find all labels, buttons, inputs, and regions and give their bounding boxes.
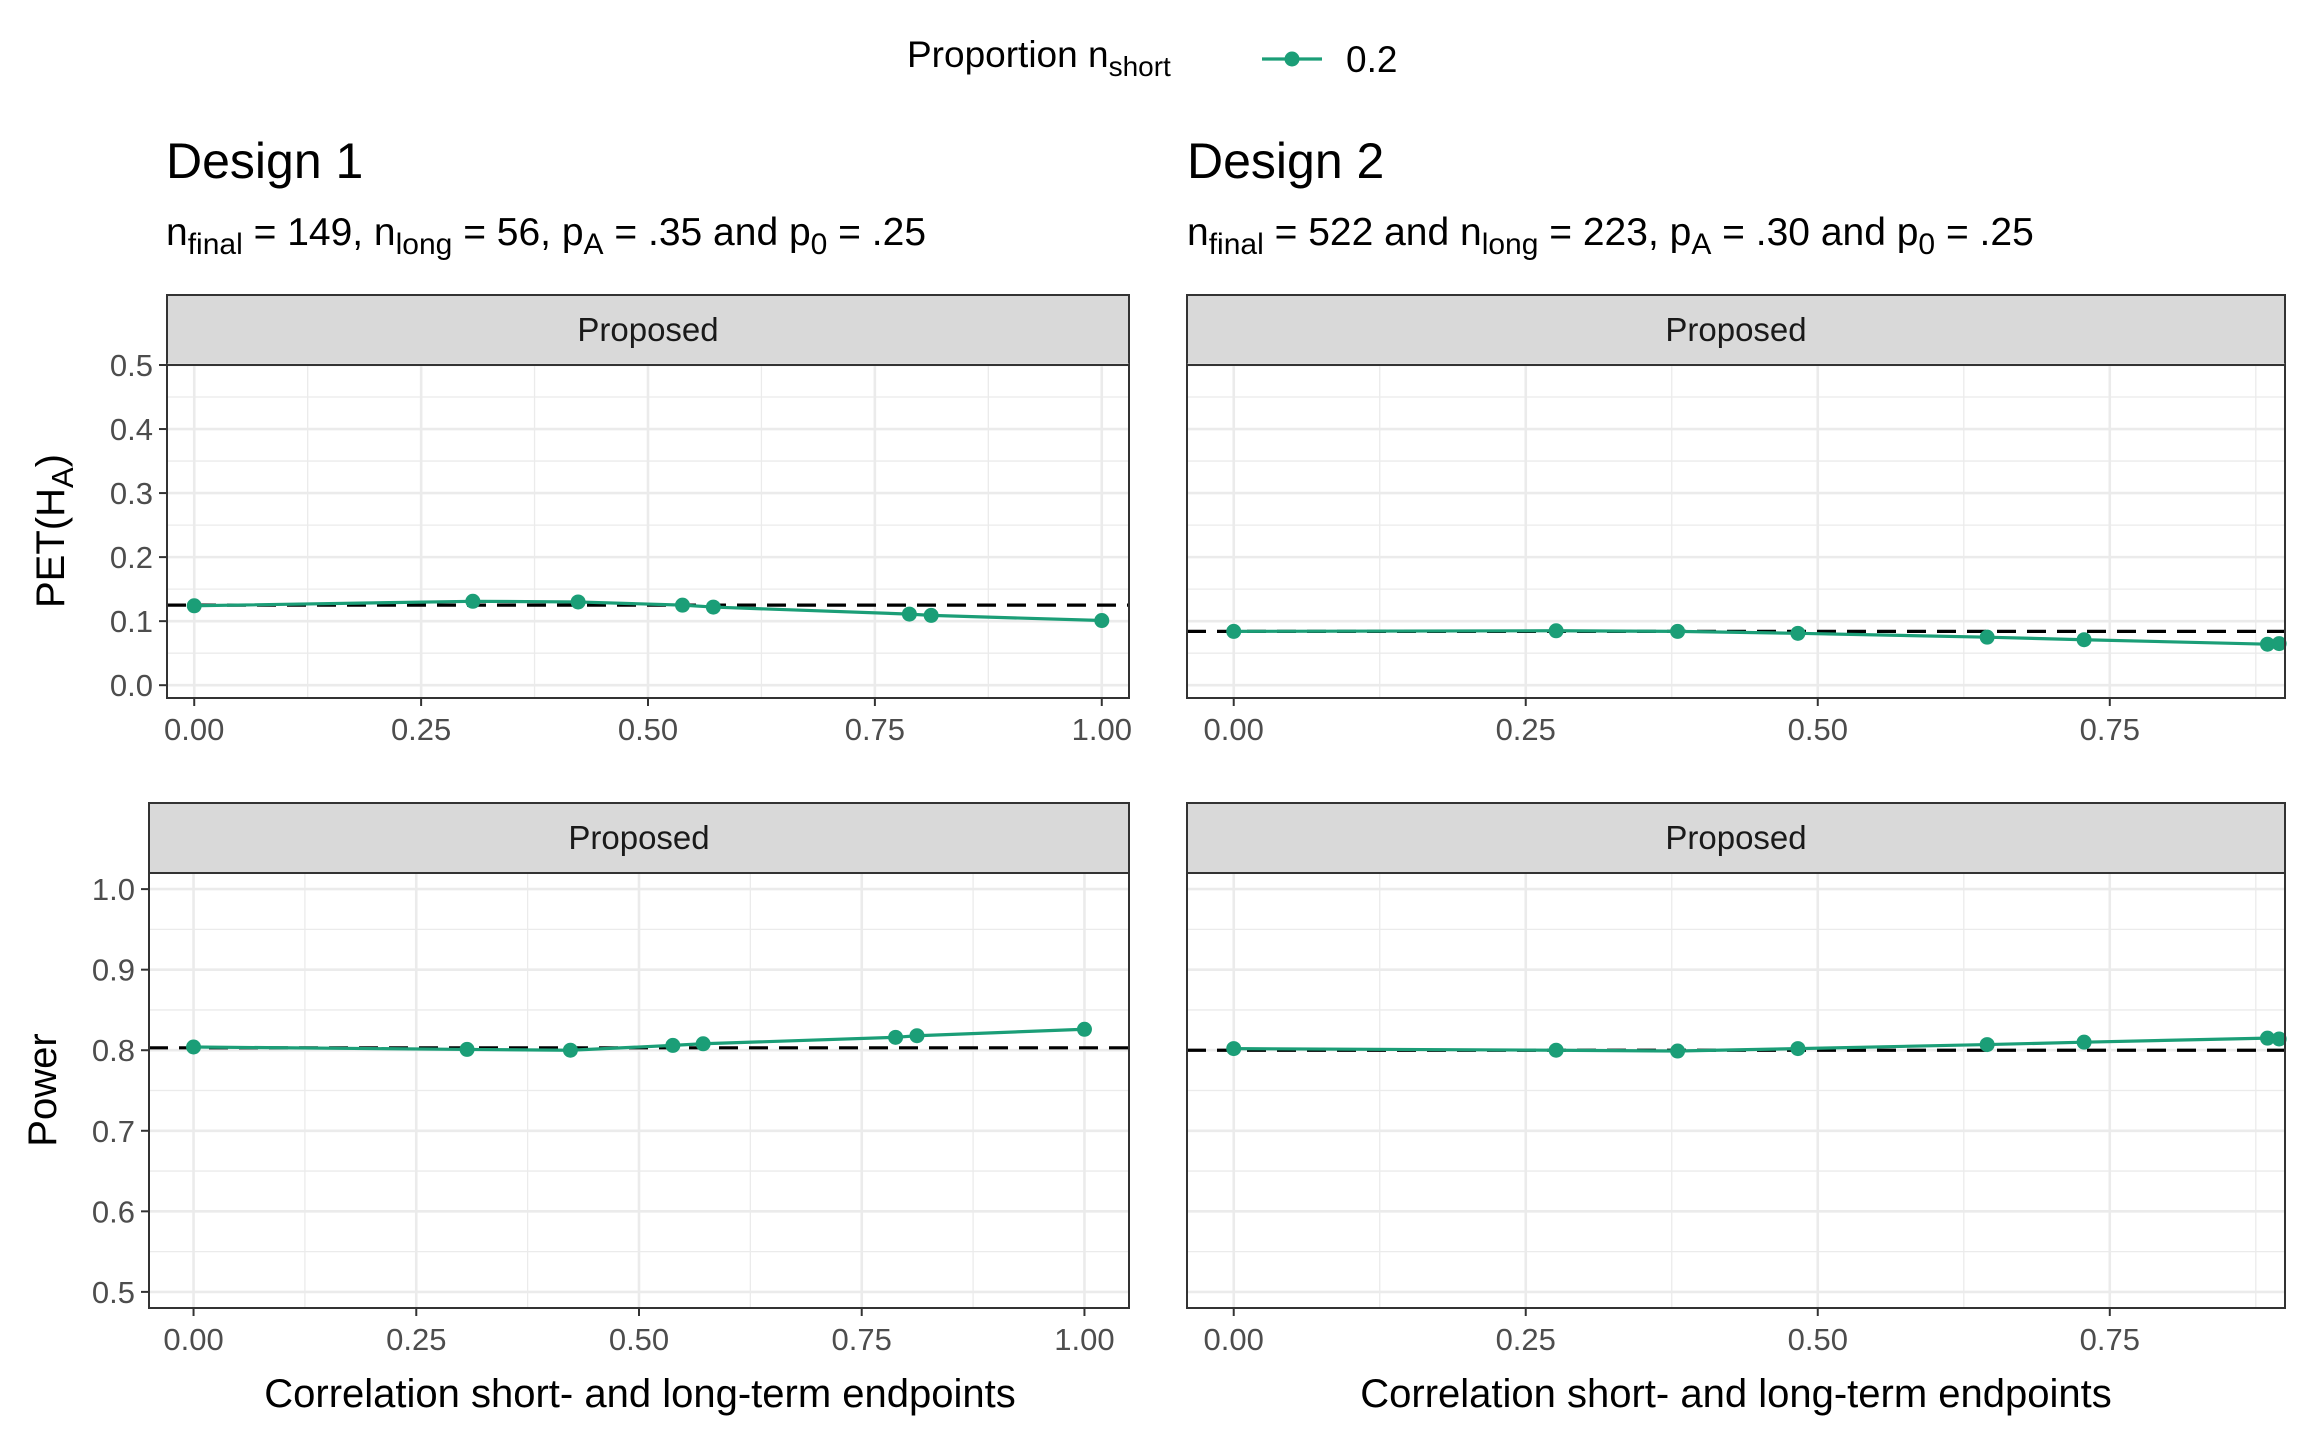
x-tick-label: 0.50	[1788, 712, 1848, 747]
x-tick-label: 0.25	[1496, 1322, 1556, 1357]
data-point	[1979, 629, 1995, 645]
data-point	[923, 607, 939, 623]
y-tick-label: 0.7	[92, 1114, 135, 1149]
y-axis-title-pet: PET(HA)	[29, 454, 80, 608]
y-tick-label: 1.0	[92, 872, 135, 907]
legend: Proportion nshort 0.2	[907, 34, 1397, 82]
x-tick-label: 0.00	[1204, 1322, 1264, 1357]
data-point	[562, 1042, 578, 1058]
data-point	[2259, 1030, 2275, 1046]
x-tick-label: 1.00	[1054, 1322, 1114, 1357]
facet-strip-label: Proposed	[1665, 819, 1806, 856]
design-subtitle: nfinal = 522 and nlong = 223, pA = .30 a…	[1187, 211, 2034, 261]
data-point	[459, 1041, 475, 1057]
data-point	[1226, 1041, 1242, 1057]
legend-entry-label: 0.2	[1346, 39, 1397, 80]
data-point	[2259, 636, 2275, 652]
data-point	[909, 1028, 925, 1044]
data-point	[888, 1029, 904, 1045]
data-point	[2271, 1031, 2287, 1047]
data-point	[1790, 625, 1806, 641]
data-point	[2076, 632, 2092, 648]
x-tick-label: 0.75	[832, 1322, 892, 1357]
data-point	[465, 593, 481, 609]
facet-strip	[148, 802, 1130, 874]
facet-strip-label: Proposed	[568, 819, 709, 856]
panel-border	[1186, 872, 2286, 1309]
data-point	[1670, 1043, 1686, 1059]
x-tick-label: 0.00	[164, 712, 224, 747]
panel-design2-power: Proposed 0.00 0.25 0.50 0.75	[1186, 802, 2287, 1357]
y-tick-label: 0.8	[92, 1033, 135, 1068]
panel-design2-pet: Proposed 0.00 0.25 0.50 0.75	[1186, 294, 2287, 747]
x-tick-label: 0.75	[845, 712, 905, 747]
y-tick-label: 0.3	[110, 476, 153, 511]
x-tick-label: 0.00	[1204, 712, 1264, 747]
design-subtitle: nfinal = 149, nlong = 56, pA = .35 and p…	[166, 211, 926, 261]
y-axis-title-power: Power	[21, 1033, 65, 1146]
data-point	[1226, 623, 1242, 639]
series-line	[1233, 629, 2280, 646]
x-tick-label: 0.50	[609, 1322, 669, 1357]
y-tick-label: 0.5	[92, 1275, 135, 1310]
facet-strip	[1186, 294, 2286, 366]
facet-strip-label: Proposed	[1665, 311, 1806, 348]
x-tick-label: 0.25	[386, 1322, 446, 1357]
data-point	[186, 1039, 202, 1055]
data-point	[665, 1037, 681, 1053]
data-point	[1076, 1021, 1092, 1037]
y-tick-label: 0.1	[110, 604, 153, 639]
data-point	[1670, 623, 1686, 639]
data-point	[1979, 1037, 1995, 1053]
series-line	[1233, 1036, 2280, 1053]
y-tick-label: 0.0	[110, 668, 153, 703]
data-point	[570, 594, 586, 610]
y-tick-label: 0.9	[92, 953, 135, 988]
y-tick-label: 0.5	[110, 348, 153, 383]
y-tick-label: 0.6	[92, 1194, 135, 1229]
panel-design1-power: Proposed 0.00 0.25 0.50 0.75 1.00 0.5 0.6 0.7 0.8…	[92, 802, 1130, 1357]
data-point	[1548, 1042, 1564, 1058]
x-tick-label: 0.50	[618, 712, 678, 747]
y-tick-label: 0.2	[110, 540, 153, 575]
y-tick-label: 0.4	[110, 412, 153, 447]
data-point	[2271, 636, 2287, 652]
data-point	[695, 1036, 711, 1052]
x-tick-label: 0.75	[2080, 712, 2140, 747]
legend-key-point	[1284, 51, 1300, 67]
data-point	[186, 598, 202, 614]
facet-strip	[1186, 802, 2286, 874]
data-point	[1548, 623, 1564, 639]
x-tick-label: 0.00	[163, 1322, 223, 1357]
x-axis-title: Correlation short- and long-term endpoin…	[264, 1372, 1016, 1416]
panel-border	[1186, 364, 2286, 699]
x-axis-title: Correlation short- and long-term endpoin…	[1360, 1372, 2112, 1416]
x-tick-label: 1.00	[1072, 712, 1132, 747]
x-tick-label: 0.25	[391, 712, 451, 747]
design-title: Design 1	[166, 133, 363, 189]
data-point	[2076, 1034, 2092, 1050]
data-point	[674, 597, 690, 613]
data-point	[1094, 613, 1110, 629]
x-tick-label: 0.25	[1496, 712, 1556, 747]
x-tick-label: 0.75	[2080, 1322, 2140, 1357]
legend-title: Proportion nshort	[907, 34, 1171, 82]
data-point	[901, 606, 917, 622]
x-tick-label: 0.50	[1788, 1322, 1848, 1357]
data-point	[1790, 1041, 1806, 1057]
facet-strip-label: Proposed	[577, 311, 718, 348]
panel-design1-pet: Proposed 0.00 0.25 0.50 0.75 1.00 0.0 0.1 0.2 0.3…	[110, 294, 1132, 747]
design-title: Design 2	[1187, 133, 1384, 189]
data-point	[705, 599, 721, 615]
